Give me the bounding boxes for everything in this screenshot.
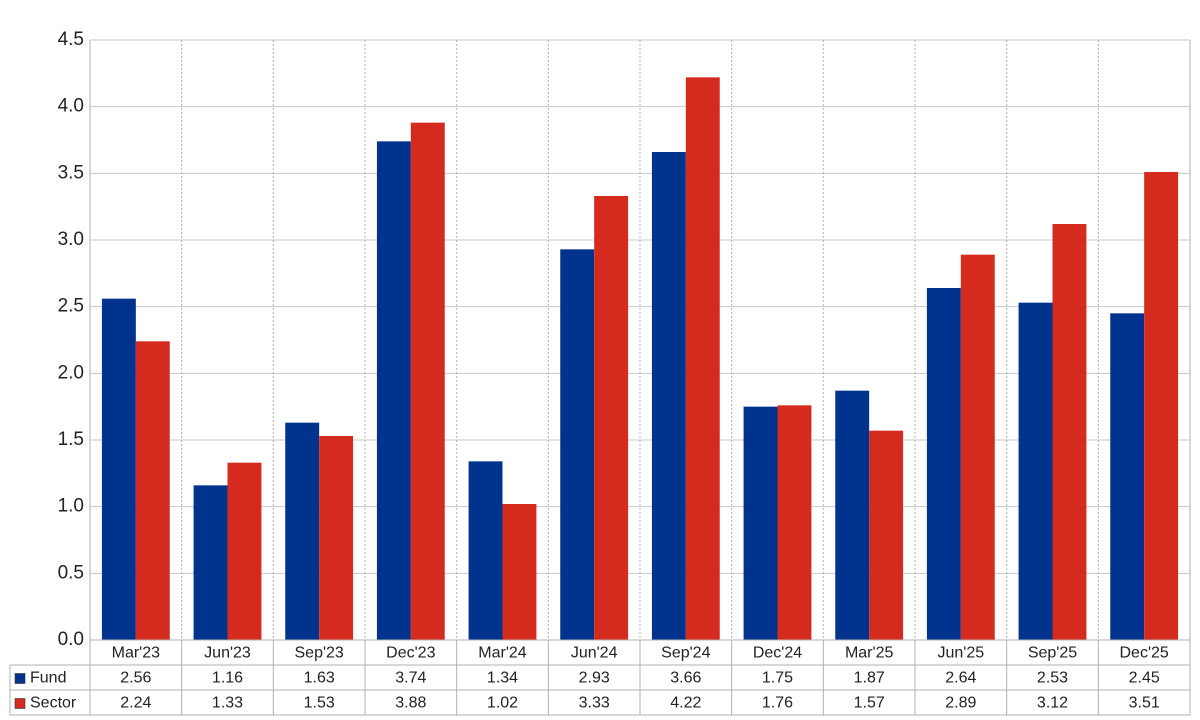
- y-tick-label: 0.5: [58, 562, 84, 583]
- x-tick-label: Jun'24: [571, 645, 618, 662]
- y-tick-label: 4.5: [58, 29, 84, 50]
- table-value: 3.74: [395, 670, 426, 687]
- bar: [1110, 313, 1145, 640]
- bar: [193, 485, 228, 640]
- table-value: 3.33: [579, 695, 610, 712]
- bar: [560, 249, 595, 641]
- bar: [960, 254, 995, 640]
- table-value: 1.76: [762, 695, 793, 712]
- bar: [743, 406, 778, 640]
- table-value: 2.53: [1037, 670, 1068, 687]
- legend-swatch: [14, 673, 26, 684]
- bar: [1018, 302, 1053, 640]
- bar: [1052, 224, 1087, 640]
- bar: [285, 422, 320, 640]
- bar: [1144, 172, 1179, 640]
- x-tick-label: Sep'25: [1028, 645, 1077, 662]
- legend-swatch: [14, 698, 26, 709]
- table-value: 1.34: [487, 670, 518, 687]
- legend-label: Sector: [30, 695, 77, 712]
- bar: [869, 430, 904, 640]
- bar: [101, 298, 136, 640]
- bar: [926, 288, 961, 640]
- bar: [468, 461, 503, 640]
- x-tick-label: Dec'23: [386, 645, 435, 662]
- table-value: 3.88: [395, 695, 426, 712]
- y-tick-label: 4.0: [58, 96, 84, 117]
- y-tick-label: 2.5: [58, 296, 84, 317]
- bar: [835, 390, 870, 640]
- table-value: 1.53: [304, 695, 335, 712]
- bar: [651, 152, 686, 640]
- x-tick-label: Dec'25: [1120, 645, 1169, 662]
- x-tick-label: Mar'25: [845, 645, 894, 662]
- x-tick-label: Sep'24: [661, 645, 710, 662]
- y-tick-label: 3.5: [58, 162, 84, 183]
- x-tick-label: Sep'23: [295, 645, 344, 662]
- bar: [594, 196, 629, 640]
- legend-label: Fund: [30, 670, 66, 687]
- table-value: 2.64: [945, 670, 976, 687]
- y-tick-label: 1.0: [58, 496, 84, 517]
- x-tick-label: Mar'23: [112, 645, 161, 662]
- table-value: 4.22: [670, 695, 701, 712]
- table-value: 3.51: [1129, 695, 1160, 712]
- table-value: 1.57: [854, 695, 885, 712]
- table-value: 1.33: [212, 695, 243, 712]
- x-tick-label: Jun'23: [204, 645, 251, 662]
- y-tick-label: 2.0: [58, 362, 84, 383]
- table-value: 2.89: [945, 695, 976, 712]
- table-value: 1.16: [212, 670, 243, 687]
- x-tick-label: Dec'24: [753, 645, 802, 662]
- bar: [376, 141, 411, 641]
- table-value: 2.45: [1129, 670, 1160, 687]
- bar: [227, 462, 262, 640]
- table-value: 3.66: [670, 670, 701, 687]
- data-table: Mar'23 Jun'23 Sep'23 Dec'23 Mar'24 Jun'24 Sep'…: [9, 639, 1191, 716]
- table-value: 1.87: [854, 670, 885, 687]
- bar: [685, 77, 720, 641]
- bar: [319, 436, 354, 640]
- x-tick-label: Jun'25: [938, 645, 985, 662]
- table-value: 2.24: [120, 695, 151, 712]
- bar: [135, 341, 170, 640]
- bar: [502, 504, 537, 640]
- table-value: 1.75: [762, 670, 793, 687]
- x-tick-label: Mar'24: [478, 645, 527, 662]
- y-tick-label: 3.0: [58, 229, 84, 250]
- table-value: 2.56: [120, 670, 151, 687]
- table-value: 1.63: [304, 670, 335, 687]
- table-value: 3.12: [1037, 695, 1068, 712]
- y-tick-label: 1.5: [58, 429, 84, 450]
- bar: [777, 405, 812, 640]
- table-value: 2.93: [579, 670, 610, 687]
- y-tick-label: 0.0: [58, 629, 84, 650]
- table-value: 1.02: [487, 695, 518, 712]
- bar: [410, 122, 445, 640]
